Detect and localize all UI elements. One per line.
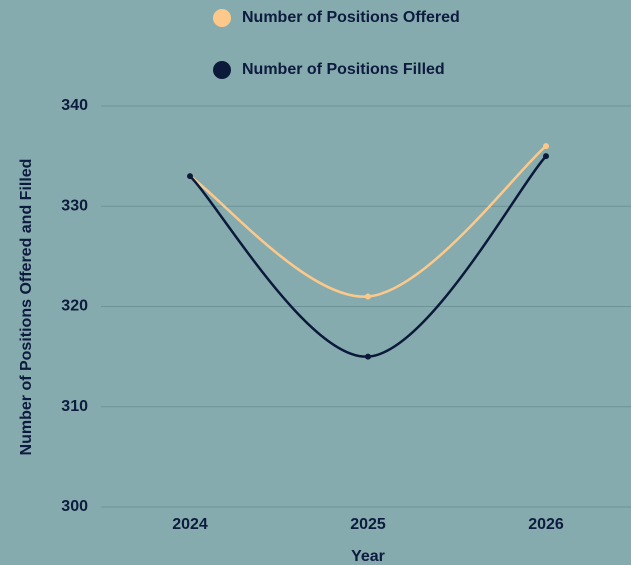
data-point [543,143,549,150]
y-axis-title: Number of Positions Offered and Filled [18,159,35,456]
legend-label: Number of Positions Filled [242,61,445,78]
y-tick-label: 340 [61,97,88,114]
series-line [189,155,547,358]
x-tick-label: 2025 [350,516,386,533]
x-tick-label: 2024 [172,516,208,533]
legend-marker [213,9,231,27]
data-point [543,153,549,160]
series-line [189,145,547,298]
y-tick-label: 330 [61,197,88,214]
x-axis-title: Year [351,548,385,565]
y-tick-label: 310 [61,398,88,415]
data-point [365,293,371,300]
data-point [365,353,371,360]
legend-marker [213,61,231,79]
y-tick-label: 300 [61,498,88,515]
x-tick-label: 2026 [528,516,564,533]
data-point [187,173,193,180]
y-tick-label: 320 [61,298,88,315]
legend-label: Number of Positions Offered [242,9,460,26]
